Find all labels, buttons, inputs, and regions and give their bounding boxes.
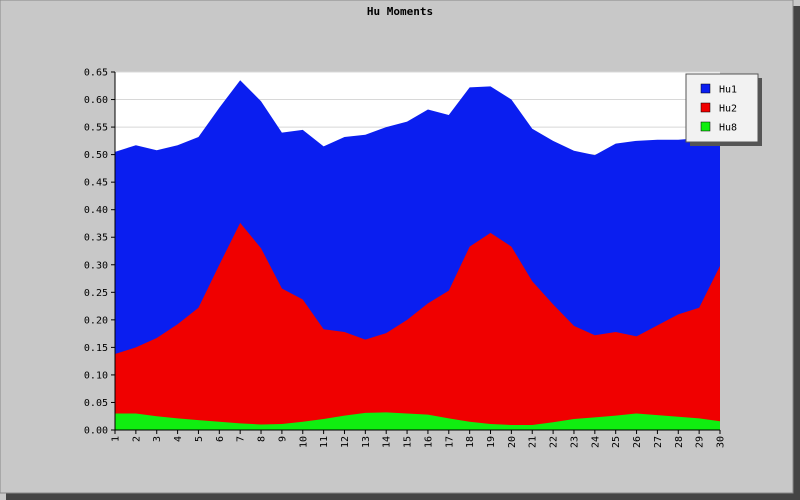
- area-series-hu8: [115, 412, 720, 430]
- y-tick-label: 0.60: [84, 95, 108, 106]
- x-tick-label: 15: [403, 436, 414, 448]
- x-axis-ticks: 1 2 3 4 5 6 7 8 9 10 11 12 13 14 15 16 17 18 19 20 21 22 23 24 2…: [111, 430, 727, 448]
- legend-box: [685, 73, 759, 143]
- y-tick-label: 0.35: [84, 233, 108, 244]
- x-tick-label: 16: [423, 436, 434, 448]
- x-tick-label: 19: [486, 436, 497, 448]
- area-series-group: [115, 80, 720, 430]
- area-series-hu2: [115, 222, 720, 430]
- legend: Hu1 Hu2 Hu8: [685, 73, 762, 146]
- x-tick-label: 6: [215, 436, 226, 442]
- legend-swatch-hu2: [700, 102, 711, 113]
- x-tick-label: 7: [236, 436, 247, 442]
- x-tick-label: 21: [528, 436, 539, 448]
- x-tick-label: 30: [716, 436, 727, 448]
- x-tick-label: 1: [111, 436, 122, 442]
- y-tick-label: 0.45: [84, 178, 108, 189]
- x-tick-label: 4: [173, 436, 184, 442]
- axes: [114, 72, 720, 431]
- x-tick-label: 10: [298, 436, 309, 448]
- x-tick-label: 5: [194, 436, 205, 442]
- x-tick-label: 29: [695, 436, 706, 448]
- x-tick-label: 13: [361, 436, 372, 448]
- x-tick-label: 24: [590, 436, 601, 448]
- x-tick-label: 14: [382, 436, 393, 448]
- y-tick-label: 0.50: [84, 150, 108, 161]
- x-tick-label: 11: [319, 436, 330, 448]
- y-tick-label: 0.30: [84, 260, 108, 271]
- x-tick-label: 23: [569, 436, 580, 448]
- y-tick-label: 0.40: [84, 205, 108, 216]
- x-tick-label: 28: [674, 436, 685, 448]
- x-tick-label: 25: [611, 436, 622, 448]
- x-tick-label: 9: [277, 436, 288, 442]
- x-tick-label: 20: [507, 436, 518, 448]
- legend-label-hu8: Hu8: [719, 123, 737, 134]
- x-tick-label: 22: [549, 436, 560, 448]
- x-tick-label: 17: [444, 436, 455, 448]
- y-tick-label: 0.10: [84, 370, 108, 381]
- x-tick-label: 27: [653, 436, 664, 448]
- x-tick-label: 3: [152, 436, 163, 442]
- legend-swatch-hu1: [700, 83, 711, 94]
- y-axis-ticks: 0.00 0.05 0.10 0.15 0.20 0.25 0.30 0.35 0.40 0.45…: [84, 68, 115, 437]
- x-tick-label: 8: [257, 436, 268, 442]
- legend-swatch-hu8: [700, 121, 711, 132]
- x-tick-label: 12: [340, 436, 351, 448]
- legend-label-hu1: Hu1: [719, 85, 737, 96]
- y-tick-label: 0.20: [84, 315, 108, 326]
- legend-label-hu2: Hu2: [719, 104, 737, 115]
- y-tick-label: 0.25: [84, 288, 108, 299]
- chart-title: Hu Moments: [367, 5, 433, 18]
- x-tick-label: 26: [632, 436, 643, 448]
- y-tick-label: 0.00: [84, 426, 108, 437]
- x-tick-label: 2: [131, 436, 142, 442]
- x-tick-label: 18: [465, 436, 476, 448]
- y-tick-label: 0.65: [84, 68, 108, 79]
- y-tick-label: 0.05: [84, 398, 108, 409]
- y-tick-label: 0.15: [84, 343, 108, 354]
- y-tick-label: 0.55: [84, 123, 108, 134]
